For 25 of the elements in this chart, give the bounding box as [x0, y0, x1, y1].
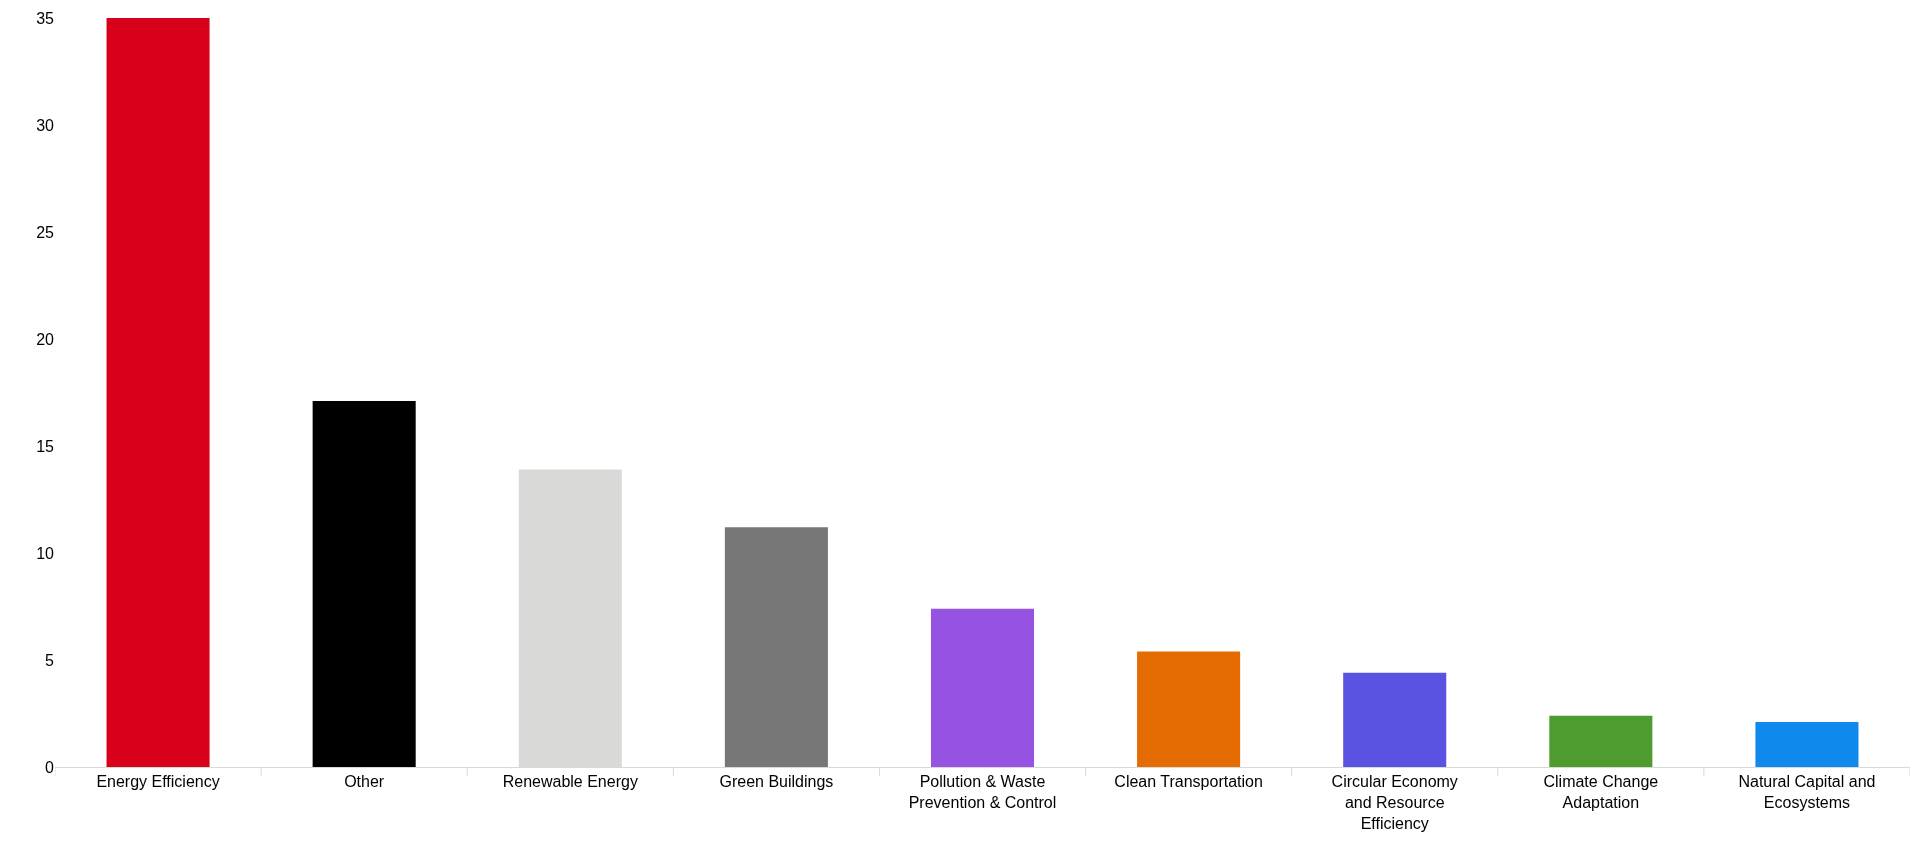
- x-tick-label: Pollution & Waste Prevention & Control: [908, 773, 1057, 811]
- x-tick-label: Green Buildings: [719, 773, 834, 791]
- x-tick-label: Energy Efficiency: [96, 773, 220, 791]
- bar: [106, 18, 210, 767]
- x-tick-label: Clean Transportation: [1114, 773, 1263, 791]
- x-tick-label: Natural Capital and Ecosystems: [1738, 773, 1876, 811]
- x-tick-label: Climate Change Adaptation: [1543, 773, 1659, 811]
- y-tick-label: 30: [36, 116, 55, 134]
- bar: [930, 608, 1035, 767]
- bar: [724, 527, 828, 767]
- y-tick-label: 10: [36, 544, 55, 562]
- y-tick-label: 15: [36, 437, 55, 455]
- x-tick-label: Renewable Energy: [502, 773, 638, 791]
- x-tick-label: Circular Economy and Resource Efficiency: [1331, 773, 1458, 832]
- y-tick-label: 5: [45, 651, 55, 669]
- bar: [1137, 651, 1241, 767]
- y-tick-label: 35: [36, 9, 55, 27]
- bar: [1549, 715, 1653, 767]
- x-tick-label: Other: [344, 773, 385, 791]
- y-tick-label: 25: [36, 223, 55, 241]
- y-tick-label: 20: [36, 330, 55, 348]
- bar: [1755, 722, 1859, 767]
- bar: [312, 401, 416, 767]
- bar: [1343, 672, 1447, 767]
- y-tick-label: 0: [45, 758, 55, 776]
